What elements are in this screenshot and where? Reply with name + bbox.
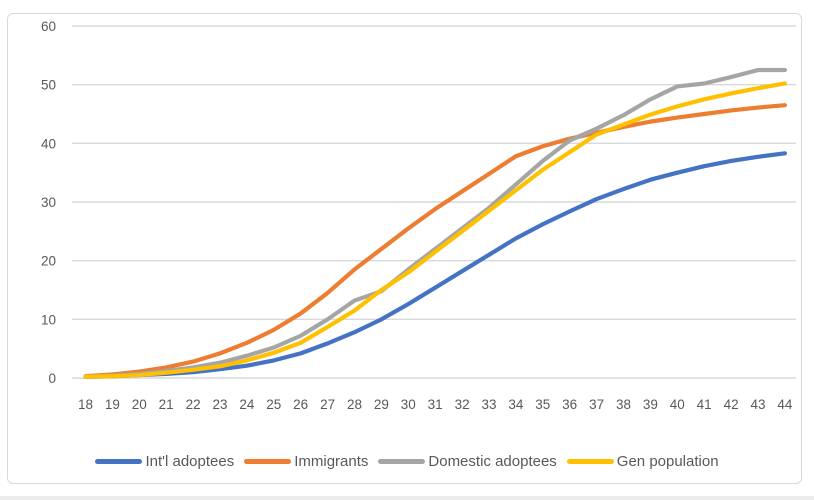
x-axis-tick-label: 20 bbox=[132, 397, 147, 412]
y-axis-tick-label: 30 bbox=[41, 195, 56, 210]
series-line-int-l-adoptees bbox=[83, 151, 788, 379]
y-axis-tick-label: 10 bbox=[41, 312, 56, 327]
x-axis-tick-label: 24 bbox=[239, 397, 255, 412]
x-axis-tick-label: 28 bbox=[347, 397, 362, 412]
x-axis-tick-label: 30 bbox=[401, 397, 416, 412]
x-axis-tick-label: 26 bbox=[293, 397, 308, 412]
x-axis-tick-label: 42 bbox=[724, 397, 739, 412]
x-axis-tick-label: 39 bbox=[643, 397, 658, 412]
legend-line-swatch-int-l-adoptees bbox=[95, 458, 143, 464]
legend-label-domestic-adoptees: Domestic adoptees bbox=[428, 452, 557, 470]
x-axis-tick-label: 22 bbox=[186, 397, 201, 412]
x-axis-tick-label: 33 bbox=[481, 397, 496, 412]
x-axis-tick-label: 40 bbox=[670, 397, 685, 412]
bottom-edge-strip bbox=[0, 496, 814, 500]
y-axis-tick-label: 50 bbox=[41, 78, 56, 93]
series-line-domestic-adoptees bbox=[83, 67, 788, 379]
x-axis-tick-label: 38 bbox=[616, 397, 631, 412]
series-line-immigrants bbox=[83, 103, 788, 379]
legend-item-immigrants: Immigrants bbox=[244, 453, 368, 470]
legend-item-int-l-adoptees: Int'l adoptees bbox=[95, 453, 234, 470]
legend-label-int-l-adoptees: Int'l adoptees bbox=[145, 452, 235, 470]
x-axis-tick-label: 29 bbox=[374, 397, 389, 412]
x-axis-tick-label: 37 bbox=[589, 397, 604, 412]
x-axis-tick-label: 25 bbox=[266, 397, 281, 412]
x-axis-tick-label: 36 bbox=[562, 397, 577, 412]
x-axis-tick-label: 35 bbox=[535, 397, 550, 412]
y-axis-tick-label: 0 bbox=[48, 371, 56, 386]
y-axis-tick-label: 20 bbox=[41, 254, 56, 269]
y-axis-tick-label: 60 bbox=[41, 19, 56, 34]
x-axis-tick-label: 44 bbox=[777, 397, 793, 412]
x-axis-tick-label: 18 bbox=[78, 397, 93, 412]
series-line-gen-population bbox=[83, 81, 788, 379]
legend-line-swatch-immigrants bbox=[244, 458, 292, 464]
legend-line-swatch-gen-population bbox=[566, 458, 614, 464]
legend-label-gen-population: Gen population bbox=[616, 452, 719, 470]
x-axis-tick-label: 34 bbox=[508, 397, 524, 412]
x-axis-tick-label: 43 bbox=[750, 397, 765, 412]
x-axis-tick-label: 23 bbox=[212, 397, 227, 412]
chart-legend: Int'l adoptees Immigrants Domestic adoptee… bbox=[10, 449, 804, 473]
x-axis-tick-label: 31 bbox=[428, 397, 443, 412]
y-axis-tick-label: 40 bbox=[41, 136, 56, 151]
legend-line-swatch-domestic-adoptees bbox=[378, 458, 426, 464]
x-axis-tick-label: 32 bbox=[455, 397, 470, 412]
legend-item-gen-population: Gen population bbox=[566, 452, 719, 470]
x-axis-tick-label: 27 bbox=[320, 397, 335, 412]
legend-label-immigrants: Immigrants bbox=[294, 452, 369, 470]
x-axis-tick-label: 21 bbox=[159, 397, 174, 412]
legend-item-domestic-adoptees: Domestic adoptees bbox=[378, 452, 557, 470]
x-axis-tick-label: 41 bbox=[697, 397, 712, 412]
x-axis-tick-label: 19 bbox=[105, 397, 120, 412]
